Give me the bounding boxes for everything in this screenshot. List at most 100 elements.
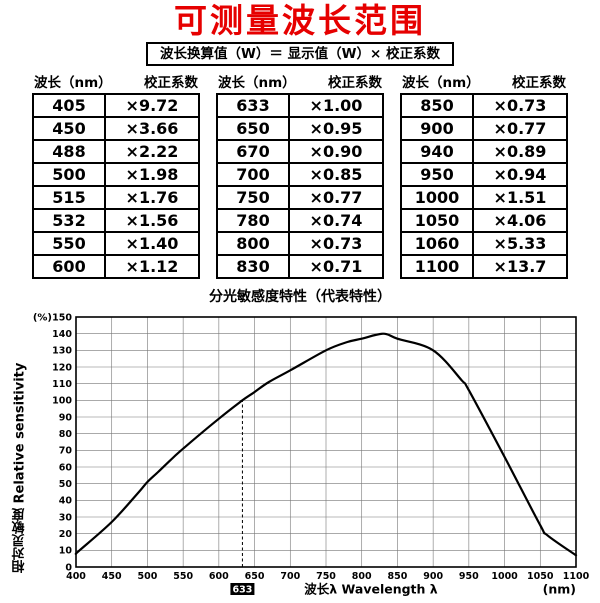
- correction-factor-cell: ×1.98: [104, 162, 200, 187]
- sensitivity-curve: [74, 332, 578, 557]
- x-tick-label: 650: [245, 571, 265, 582]
- wavelength-cell: 633: [216, 93, 290, 118]
- y-tick-label: 100: [52, 396, 72, 407]
- wavelength-cell: 1000: [400, 185, 474, 210]
- wavelength-cell: 1100: [400, 254, 474, 279]
- x-tick-label: 700: [280, 571, 300, 582]
- x-tick-label: 750: [316, 571, 336, 582]
- wavelength-cell: 532: [32, 208, 106, 233]
- correction-factor-cell: ×0.71: [288, 254, 384, 279]
- column-header: 波长（nm）: [218, 75, 296, 91]
- wavelength-cell: 700: [216, 162, 290, 187]
- marker-badge-label: 633: [233, 585, 253, 596]
- correction-tables: 波长（nm） 校正系数 405 ×9.72 450 ×3.66 488 ×2.22 500 ×1.…: [0, 71, 600, 279]
- table-header: 波长（nm） 校正系数: [400, 71, 568, 93]
- wavelength-cell: 750: [216, 185, 290, 210]
- y-tick-label: 70: [59, 446, 73, 457]
- wavelength-cell: 950: [400, 162, 474, 187]
- correction-factor-cell: ×4.06: [472, 208, 568, 233]
- table-row: 830 ×0.71: [216, 254, 384, 279]
- table-row: 450 ×3.66: [32, 116, 200, 141]
- y-tick-label: 150: [52, 312, 72, 323]
- table-row: 405 ×9.72: [32, 93, 200, 118]
- x-axis-label: 波长λ Wavelength λ: [304, 582, 438, 597]
- x-unit-label: (nm): [543, 582, 576, 597]
- page-title: 可测量波长范围: [174, 1, 426, 40]
- correction-factor-cell: ×0.77: [472, 116, 568, 141]
- wavelength-cell: 500: [32, 162, 106, 187]
- table-row: 750 ×0.77: [216, 185, 384, 210]
- column-header: 校正系数: [328, 75, 382, 91]
- correction-factor-cell: ×13.7: [472, 254, 568, 279]
- table-row: 950 ×0.94: [400, 162, 568, 187]
- wavelength-cell: 488: [32, 139, 106, 164]
- table-row: 633 ×1.00: [216, 93, 384, 118]
- y-tick-label: 0: [65, 562, 72, 573]
- wavelength-cell: 850: [400, 93, 474, 118]
- correction-table: 波长（nm） 校正系数 405 ×9.72 450 ×3.66 488 ×2.22 500 ×1.…: [32, 71, 200, 279]
- y-tick-label: 60: [59, 462, 73, 473]
- x-tick-label: 600: [209, 571, 229, 582]
- correction-factor-cell: ×0.85: [288, 162, 384, 187]
- correction-factor-cell: ×3.66: [104, 116, 200, 141]
- table-row: 850 ×0.73: [400, 93, 568, 118]
- y-axis-label: 相对灵敏度 Relative sensitivity: [12, 362, 28, 574]
- x-tick-label: 800: [352, 571, 372, 582]
- correction-factor-cell: ×5.33: [472, 231, 568, 256]
- wavelength-cell: 515: [32, 185, 106, 210]
- table-row: 600 ×1.12: [32, 254, 200, 279]
- table-row: 670 ×0.90: [216, 139, 384, 164]
- y-tick-label: 110: [52, 379, 72, 390]
- correction-factor-cell: ×0.94: [472, 162, 568, 187]
- table-row: 1060 ×5.33: [400, 231, 568, 256]
- x-tick-label: 1100: [563, 571, 590, 582]
- correction-factor-cell: ×0.77: [288, 185, 384, 210]
- x-tick-label: 900: [423, 571, 443, 582]
- wavelength-cell: 940: [400, 139, 474, 164]
- correction-factor-cell: ×0.73: [472, 93, 568, 118]
- column-header: 波长（nm）: [34, 75, 112, 91]
- table-row: 1050 ×4.06: [400, 208, 568, 233]
- wavelength-cell: 800: [216, 231, 290, 256]
- table-row: 1100 ×13.7: [400, 254, 568, 279]
- correction-table: 波长（nm） 校正系数 850 ×0.73 900 ×0.77 940 ×0.89 950 ×0.…: [400, 71, 568, 279]
- correction-factor-cell: ×0.73: [288, 231, 384, 256]
- y-tick-label: 140: [52, 329, 72, 340]
- correction-table: 波长（nm） 校正系数 633 ×1.00 650 ×0.95 670 ×0.90 700 ×0.…: [216, 71, 384, 279]
- y-tick-label: 30: [59, 512, 73, 523]
- correction-factor-cell: ×2.22: [104, 139, 200, 164]
- wavelength-cell: 1050: [400, 208, 474, 233]
- wavelength-cell: 900: [400, 116, 474, 141]
- correction-factor-cell: ×1.00: [288, 93, 384, 118]
- chart-title: 分光敏感度特性（代表特性）: [209, 289, 391, 305]
- y-tick-label: 120: [52, 362, 72, 373]
- y-tick-label: 90: [59, 412, 73, 423]
- wavelength-cell: 650: [216, 116, 290, 141]
- table-row: 650 ×0.95: [216, 116, 384, 141]
- table-row: 900 ×0.77: [400, 116, 568, 141]
- correction-factor-cell: ×1.56: [104, 208, 200, 233]
- y-tick-label: 130: [52, 346, 72, 357]
- y-tick-label: 50: [59, 479, 73, 490]
- formula: 波长换算值（W）＝ 显示值（W）× 校正系数: [146, 42, 454, 66]
- correction-factor-cell: ×1.12: [104, 254, 200, 279]
- correction-factor-cell: ×0.74: [288, 208, 384, 233]
- y-tick-label: 80: [59, 429, 73, 440]
- table-row: 700 ×0.85: [216, 162, 384, 187]
- wavelength-cell: 450: [32, 116, 106, 141]
- x-tick-label: 450: [102, 571, 122, 582]
- x-tick-label: 550: [173, 571, 193, 582]
- plot-border: [75, 316, 577, 568]
- wavelength-cell: 550: [32, 231, 106, 256]
- table-row: 488 ×2.22: [32, 139, 200, 164]
- x-tick-label: 950: [459, 571, 479, 582]
- table-row: 515 ×1.76: [32, 185, 200, 210]
- correction-factor-cell: ×0.89: [472, 139, 568, 164]
- correction-factor-cell: ×9.72: [104, 93, 200, 118]
- table-row: 780 ×0.74: [216, 208, 384, 233]
- correction-factor-cell: ×1.40: [104, 231, 200, 256]
- correction-factor-cell: ×0.90: [288, 139, 384, 164]
- x-tick-label: 1000: [491, 571, 518, 582]
- table-row: 550 ×1.40: [32, 231, 200, 256]
- sensitivity-chart: 相对灵敏度 Relative sensitivity 400 450 500 550 6…: [0, 307, 600, 603]
